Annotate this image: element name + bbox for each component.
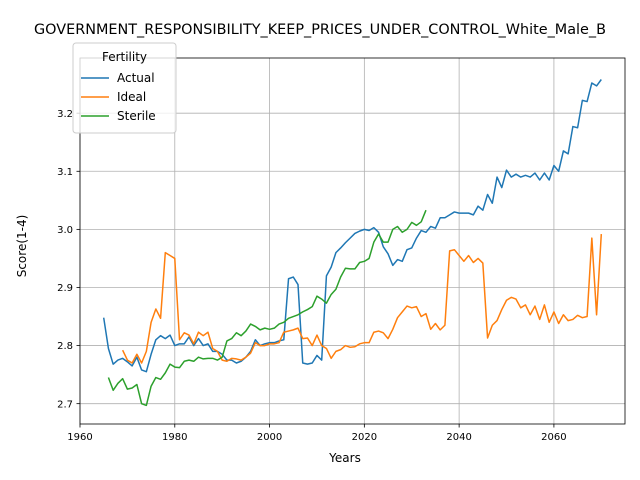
x-tick-label: 1960 [67,432,92,443]
series-lines [102,79,603,407]
series-line-sterile [107,209,427,407]
y-axis-ticks: 2.7 2.8 2.9 3.0 3.1 3.2 [57,109,80,410]
legend-items: Actual Ideal Sterile [81,71,156,123]
series-line-actual [102,79,602,373]
x-tick-label: 2040 [446,432,471,443]
x-tick-label: 2020 [352,432,377,443]
legend-label-sterile: Sterile [117,109,156,123]
plot-frame [79,57,626,425]
y-tick-label: 3.1 [57,167,73,178]
y-tick-label: 3.2 [57,109,73,120]
y-tick-label: 2.8 [57,341,73,352]
legend-label-ideal: Ideal [117,90,146,104]
y-tick-label: 2.7 [57,399,73,410]
chart-title: GOVERNMENT_RESPONSIBILITY_KEEP_PRICES_UN… [34,22,606,38]
legend-box [72,42,177,134]
x-axis-label: Years [328,451,361,465]
legend-title: Fertility [102,50,147,64]
x-axis-ticks: 1960 1980 2000 2020 2040 2060 [67,424,567,443]
x-tick-label: 2000 [257,432,282,443]
x-tick-label: 1980 [162,432,187,443]
series-line-ideal [121,233,603,364]
y-axis-label: Score(1-4) [15,215,29,278]
legend: Fertility Actual Ideal Sterile [72,42,177,134]
legend-label-actual: Actual [117,71,155,85]
y-tick-label: 2.9 [57,283,73,294]
x-tick-label: 2060 [541,432,566,443]
y-tick-label: 3.0 [57,225,73,236]
